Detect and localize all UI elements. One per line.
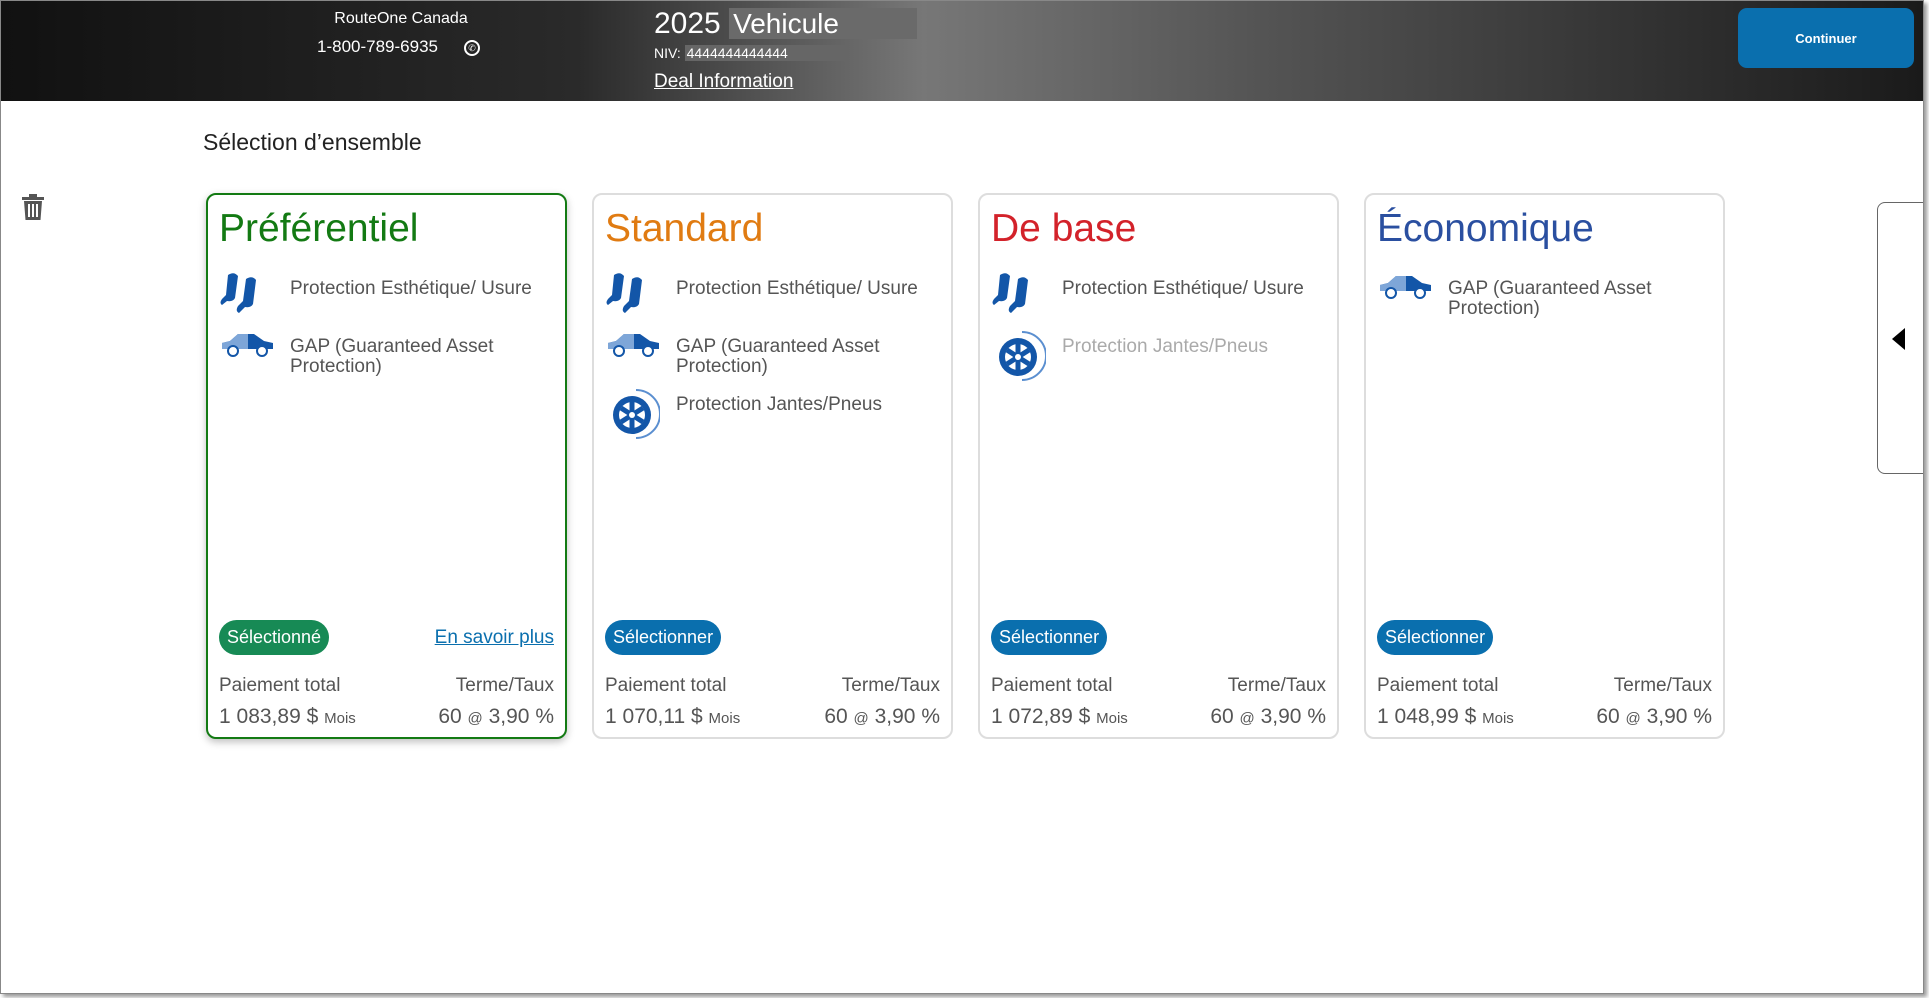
package-card-economique[interactable]: Économique GAP (Guaranteed Asset Protecti… [1364, 193, 1725, 739]
payment-period: Mois [1482, 710, 1514, 727]
rate: 3,90 % [488, 705, 554, 728]
rate: 3,90 % [1646, 705, 1712, 728]
total-payment-label: Paiement total [1377, 675, 1499, 696]
payment-amount: 1 083,89 $ [219, 705, 319, 728]
car-icon [606, 329, 662, 379]
deal-information-link[interactable]: Deal Information [654, 71, 794, 92]
total-payment-label: Paiement total [219, 675, 341, 696]
seat-icon [992, 271, 1048, 321]
at-sign: @ [1625, 710, 1641, 727]
coverage-label: GAP (Guaranteed Asset Protection) [676, 336, 880, 377]
at-sign: @ [1239, 710, 1255, 727]
rate: 3,90 % [874, 705, 940, 728]
side-panel-toggle[interactable] [1877, 202, 1923, 474]
coverage-item: Protection Esthétique/ Usure [606, 271, 936, 321]
vin-label: NIV: [654, 45, 681, 61]
total-payment-label: Paiement total [605, 675, 727, 696]
term-rate-label: Terme/Taux [1227, 675, 1326, 696]
rate: 3,90 % [1260, 705, 1326, 728]
package-title: De base [991, 207, 1137, 250]
header: RouteOne Canada 1-800-789-6935 ✆ 2025 Ve… [1, 1, 1923, 101]
vehicle-title: 2025 Vehicule [654, 7, 917, 41]
term-rate-value: 60 @ 3,90 % [1596, 705, 1712, 729]
package-card-preferentiel[interactable]: Préférentiel Protection Esthétique/ Usure… [206, 193, 567, 739]
at-sign: @ [853, 710, 869, 727]
payment-period: Mois [324, 710, 356, 727]
term-rate-label: Terme/Taux [841, 675, 940, 696]
term-rate-value: 60 @ 3,90 % [438, 705, 554, 729]
select-button[interactable]: Sélectionner [991, 620, 1108, 655]
package-card-standard[interactable]: Standard Protection Esthétique/ Usure GAP … [592, 193, 953, 739]
coverage-item: Protection Esthétique/ Usure [992, 271, 1322, 321]
total-payment-value: 1 070,11 $ Mois [605, 705, 740, 729]
term: 60 [1596, 705, 1620, 728]
page-title: Sélection d’ensemble [203, 129, 422, 155]
seat-icon [220, 271, 276, 321]
payment-amount: 1 070,11 $ [605, 705, 703, 728]
payment-period: Mois [1096, 710, 1128, 727]
at-sign: @ [467, 710, 483, 727]
payment-period: Mois [708, 710, 741, 727]
wheel-icon [992, 329, 1048, 381]
package-title: Économique [1377, 207, 1594, 250]
car-icon [220, 329, 276, 379]
caret-left-icon [1892, 328, 1905, 350]
package-title: Standard [605, 207, 764, 250]
coverage-item: Protection Esthétique/ Usure [220, 271, 550, 321]
payment-amount: 1 072,89 $ [991, 705, 1091, 728]
package-card-de_base[interactable]: De base Protection Esthétique/ Usure Prote… [978, 193, 1339, 739]
car-icon [1378, 271, 1434, 321]
learn-more-link[interactable]: En savoir plus [434, 627, 554, 648]
trash-icon[interactable] [21, 194, 45, 226]
vin: NIV: 4444444444444 [654, 45, 848, 61]
vin-value: 4444444444444 [684, 45, 848, 61]
selected-button[interactable]: Sélectionné [219, 620, 330, 655]
coverage-item: Protection Jantes/Pneus [606, 387, 936, 439]
term: 60 [824, 705, 848, 728]
coverage-label: Protection Jantes/Pneus [1062, 336, 1268, 357]
coverage-label: Protection Esthétique/ Usure [290, 278, 532, 299]
term-rate-value: 60 @ 3,90 % [1210, 705, 1326, 729]
coverage-label: Protection Esthétique/ Usure [676, 278, 918, 299]
seat-icon [606, 271, 662, 321]
coverage-item: Protection Jantes/Pneus [992, 329, 1322, 381]
dealer-name: RouteOne Canada [334, 10, 468, 27]
wheel-icon [606, 387, 662, 439]
total-payment-value: 1 072,89 $ Mois [991, 705, 1128, 729]
term: 60 [1210, 705, 1234, 728]
coverage-item: GAP (Guaranteed Asset Protection) [606, 329, 936, 379]
coverage-label: GAP (Guaranteed Asset Protection) [290, 336, 494, 377]
payment-amount: 1 048,99 $ [1377, 705, 1477, 728]
vehicle-name: Vehicule [729, 8, 917, 39]
phone-icon: ✆ [464, 40, 480, 56]
total-payment-value: 1 048,99 $ Mois [1377, 705, 1514, 729]
coverage-label: Protection Jantes/Pneus [676, 394, 882, 415]
coverage-label: GAP (Guaranteed Asset Protection) [1448, 278, 1652, 319]
coverage-item: GAP (Guaranteed Asset Protection) [1378, 271, 1708, 321]
select-button[interactable]: Sélectionner [1377, 620, 1494, 655]
select-button[interactable]: Sélectionner [605, 620, 722, 655]
total-payment-label: Paiement total [991, 675, 1113, 696]
term-rate-label: Terme/Taux [455, 675, 554, 696]
term-rate-label: Terme/Taux [1613, 675, 1712, 696]
dealer-phone: 1-800-789-6935 [317, 37, 438, 56]
coverage-item: GAP (Guaranteed Asset Protection) [220, 329, 550, 379]
coverage-label: Protection Esthétique/ Usure [1062, 278, 1304, 299]
vehicle-year: 2025 [654, 7, 721, 40]
term-rate-value: 60 @ 3,90 % [824, 705, 940, 729]
package-title: Préférentiel [219, 207, 419, 250]
term: 60 [438, 705, 462, 728]
total-payment-value: 1 083,89 $ Mois [219, 705, 356, 729]
continue-button[interactable]: Continuer [1738, 8, 1914, 68]
